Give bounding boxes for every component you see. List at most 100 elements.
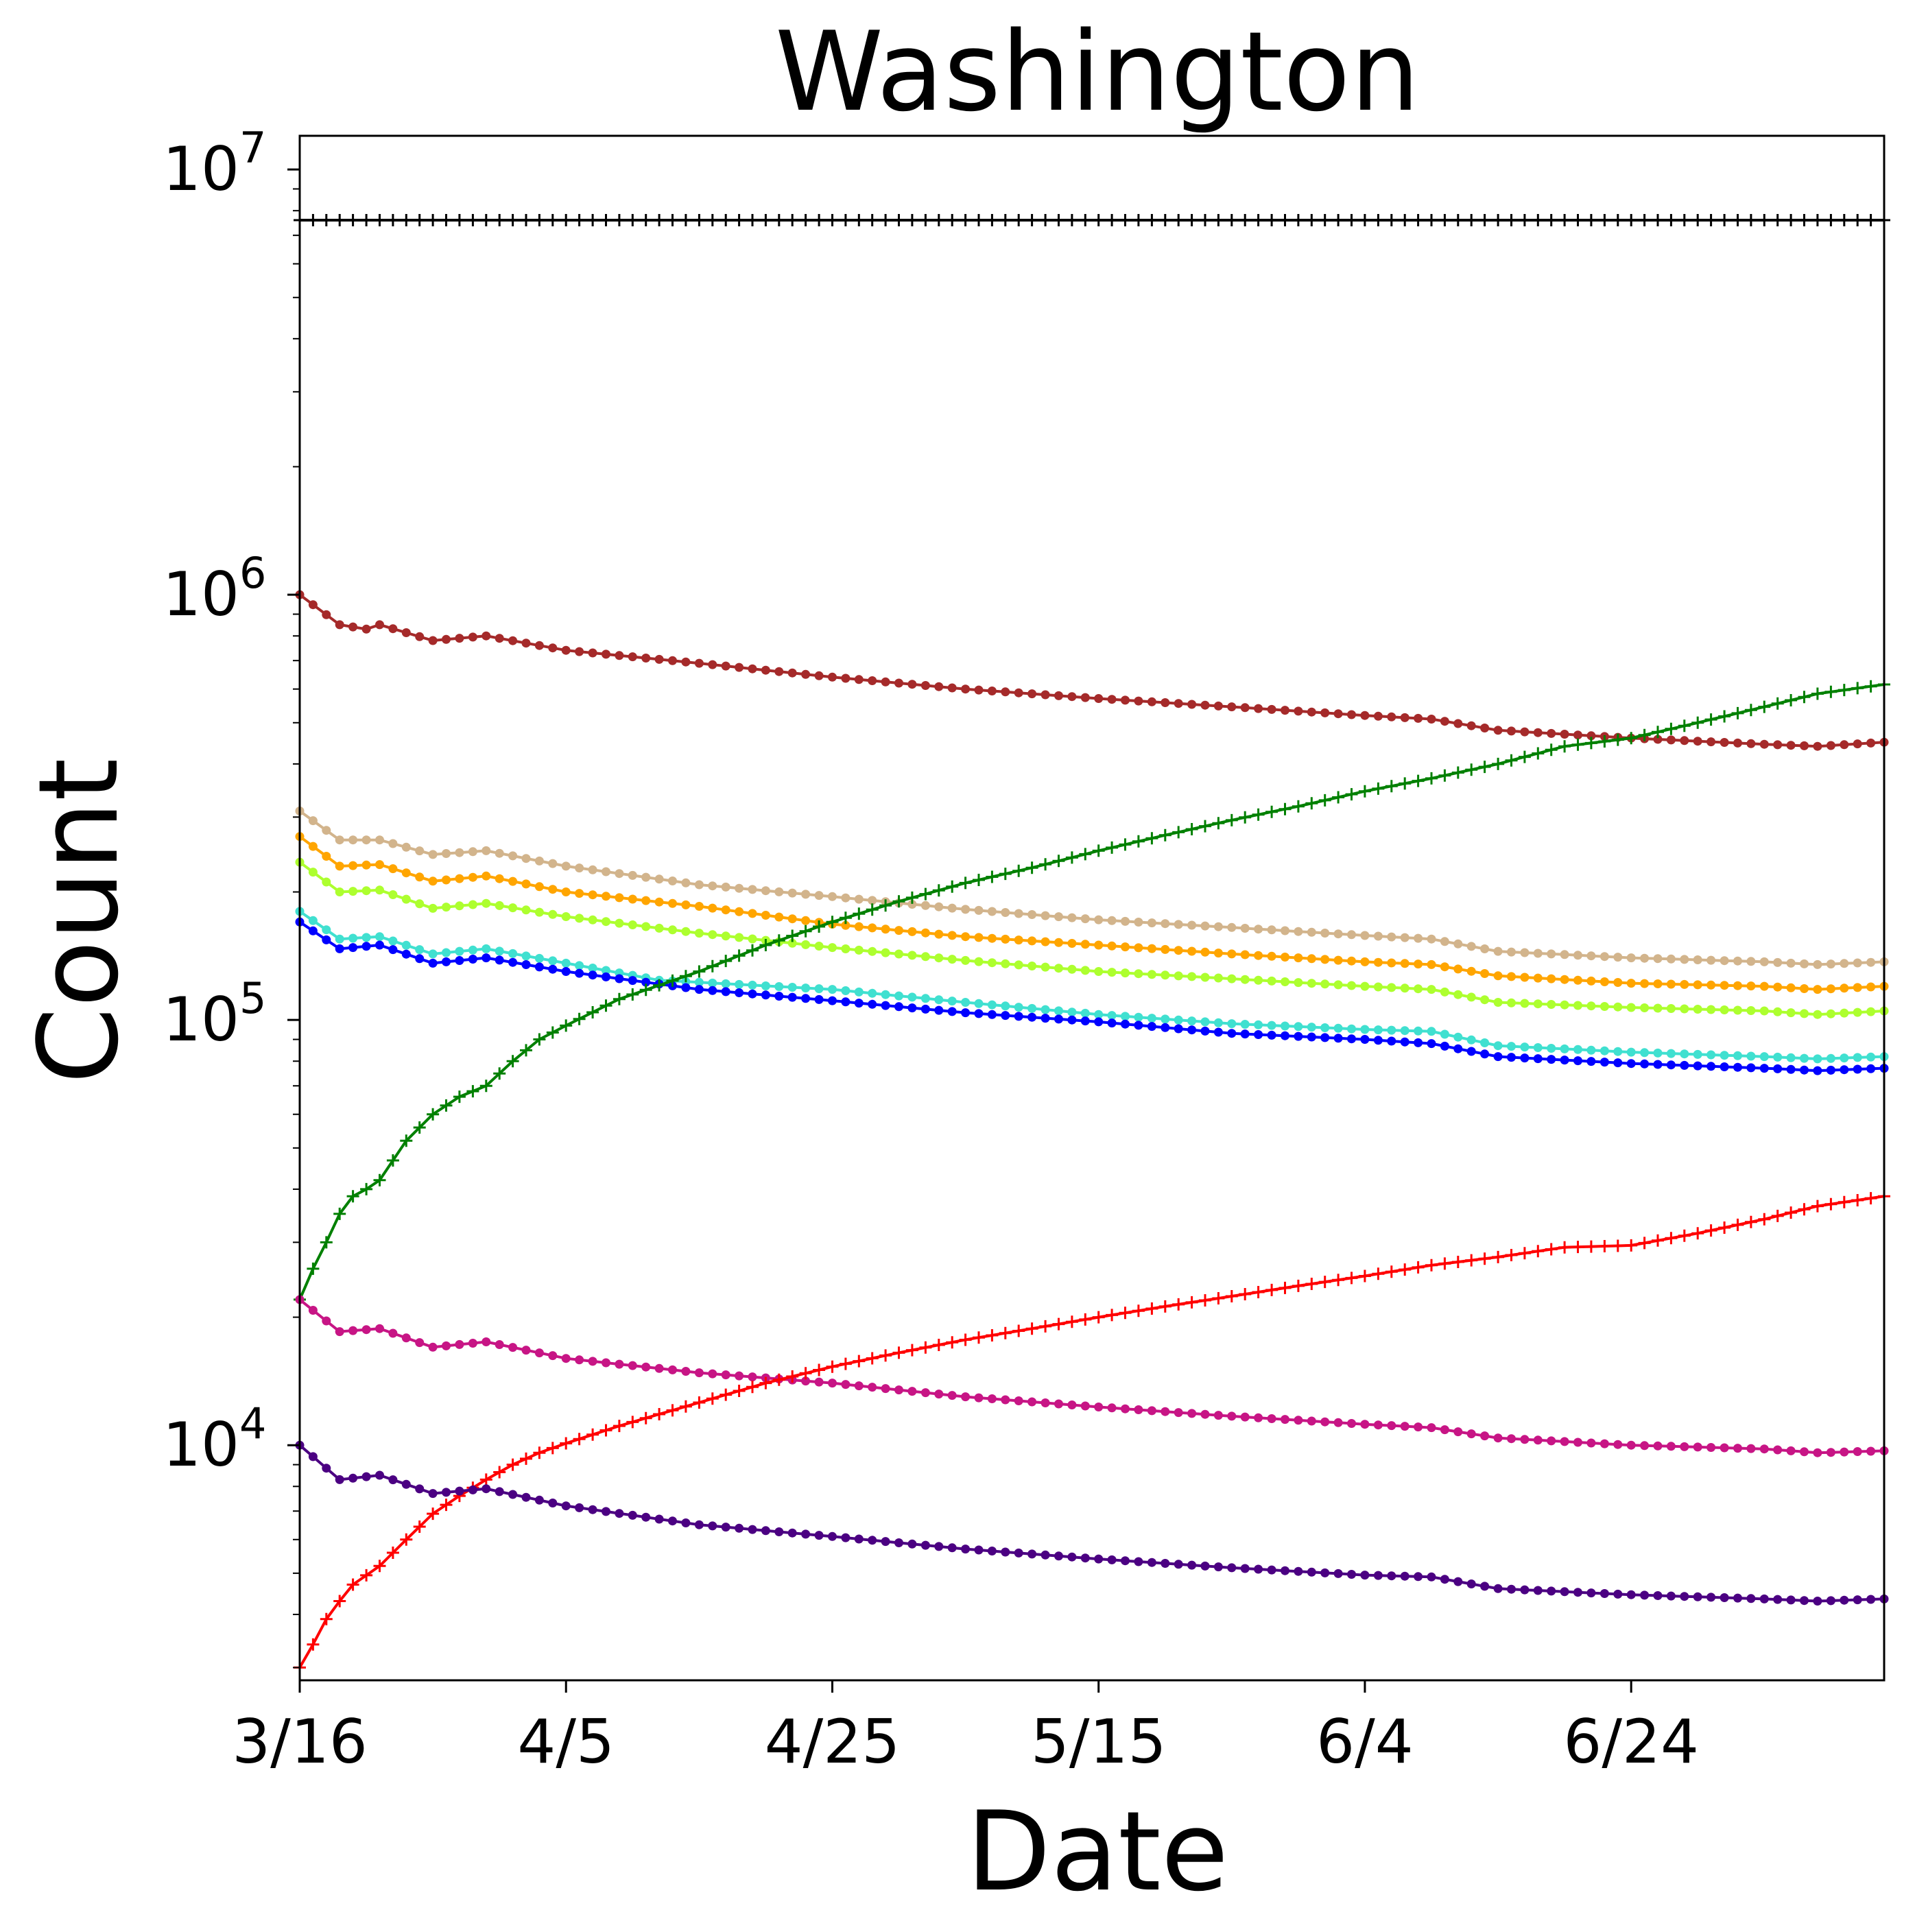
data-point <box>719 214 733 226</box>
data-point <box>1718 214 1731 226</box>
data-point <box>520 214 532 226</box>
data-point <box>320 1612 333 1625</box>
data-point <box>348 835 358 845</box>
data-point <box>681 983 691 992</box>
data-point <box>1265 214 1278 226</box>
data-point <box>907 1003 917 1013</box>
data-point <box>534 907 544 917</box>
data-point <box>1598 214 1611 226</box>
data-point <box>427 1108 440 1121</box>
data-point <box>1267 1030 1276 1040</box>
data-point <box>1706 980 1716 990</box>
data-point <box>386 214 399 226</box>
data-point <box>841 673 851 683</box>
data-point <box>907 992 917 1002</box>
data-point <box>841 893 851 903</box>
data-point <box>508 636 518 645</box>
data-point <box>1012 864 1025 877</box>
data-point <box>934 953 944 963</box>
data-point <box>413 1520 426 1533</box>
data-point <box>1785 214 1798 226</box>
data-point <box>961 1392 971 1402</box>
data-point <box>375 620 384 630</box>
data-point <box>1746 1594 1756 1603</box>
data-point <box>361 835 371 845</box>
data-point <box>920 1004 930 1014</box>
data-point <box>1267 1021 1276 1030</box>
data-point <box>1213 973 1223 983</box>
data-point <box>1733 1005 1742 1015</box>
data-point <box>455 946 464 956</box>
data-point <box>360 214 373 226</box>
data-point <box>468 1339 477 1348</box>
data-point <box>654 654 664 664</box>
data-point <box>1294 1416 1303 1425</box>
data-point <box>1853 739 1862 749</box>
data-point <box>1187 700 1197 709</box>
data-point <box>1573 1045 1582 1054</box>
data-point <box>1387 1571 1396 1581</box>
data-point <box>493 214 506 226</box>
data-point <box>322 852 331 861</box>
data-point <box>1027 1003 1037 1013</box>
data-point <box>1706 737 1716 747</box>
data-point <box>1533 1435 1543 1445</box>
data-point <box>1345 1272 1358 1285</box>
data-point <box>814 891 824 901</box>
data-point <box>413 214 426 226</box>
data-point <box>1333 1418 1343 1427</box>
data-point <box>1532 214 1545 226</box>
data-point <box>1626 1059 1636 1069</box>
data-point <box>599 999 612 1012</box>
data-point <box>1240 1412 1250 1422</box>
data-point <box>440 1499 453 1512</box>
data-point <box>1427 934 1436 944</box>
data-point <box>1837 1195 1851 1208</box>
data-point <box>1560 1000 1569 1010</box>
data-point <box>1680 1592 1689 1601</box>
data-point <box>1414 933 1423 943</box>
data-point <box>1813 985 1822 994</box>
data-point <box>1466 1429 1476 1439</box>
data-point <box>1584 1240 1597 1253</box>
data-point <box>974 999 984 1008</box>
data-point <box>428 1342 438 1352</box>
data-point <box>508 851 518 861</box>
data-point <box>1800 1065 1809 1075</box>
data-point <box>1200 1026 1210 1036</box>
data-point <box>481 631 491 641</box>
data-point <box>961 998 971 1007</box>
data-point <box>1560 1056 1569 1065</box>
data-point <box>1254 1413 1263 1422</box>
data-point <box>735 1371 744 1381</box>
data-point <box>1147 944 1156 953</box>
data-point <box>854 1381 864 1391</box>
data-point <box>1400 933 1410 942</box>
data-point <box>774 887 784 896</box>
data-point <box>1360 1571 1370 1580</box>
data-point <box>1054 964 1063 973</box>
data-point <box>1800 984 1809 993</box>
data-point <box>1213 1018 1223 1027</box>
data-point <box>879 899 892 912</box>
data-point <box>388 890 398 899</box>
data-point <box>708 978 717 988</box>
data-point <box>1427 959 1436 969</box>
data-point <box>1493 726 1503 735</box>
data-point <box>466 1085 479 1098</box>
data-point <box>999 214 1012 226</box>
data-point <box>1693 1442 1702 1452</box>
data-point <box>335 1327 344 1337</box>
data-point <box>1080 1008 1090 1018</box>
data-point <box>1158 214 1171 226</box>
data-point <box>1840 1053 1849 1063</box>
data-point <box>1466 966 1476 976</box>
data-point <box>1134 969 1143 979</box>
data-point <box>1373 931 1383 941</box>
data-point <box>986 870 999 883</box>
data-point <box>987 687 997 695</box>
data-point <box>987 907 997 916</box>
data-point <box>841 1533 851 1542</box>
data-point <box>1466 942 1476 951</box>
data-point <box>986 1329 999 1341</box>
